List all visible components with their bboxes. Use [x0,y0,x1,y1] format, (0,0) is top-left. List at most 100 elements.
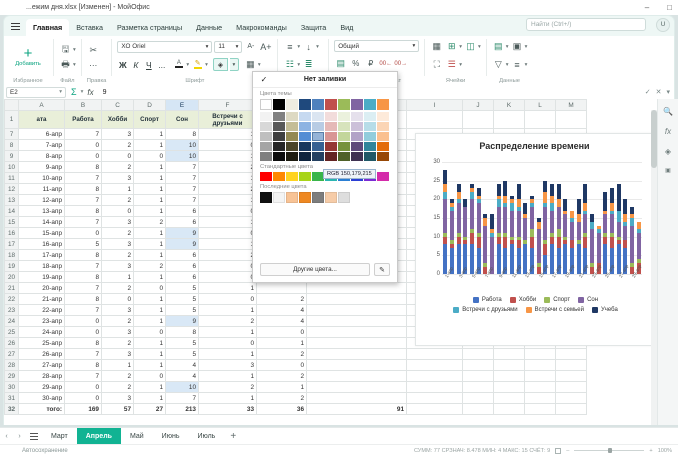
row-header[interactable]: 20 [4,271,19,283]
name-box[interactable]: E2 ▾ [6,86,66,98]
table-cell[interactable]: 169 [64,403,102,415]
sheet-tab-may[interactable]: Май [129,432,144,440]
table-cell[interactable]: 8 [165,128,199,140]
tab-vid[interactable]: Вид [340,23,354,32]
table-cell[interactable]: 1 [198,194,257,206]
table-cell[interactable]: 6 [165,260,199,272]
table-cell[interactable]: 2 [256,348,307,360]
table-cell[interactable]: 1 [133,161,166,173]
eyedropper-icon[interactable]: ✎ [374,263,390,276]
table-cell[interactable]: 27 [133,403,166,415]
table-cell[interactable]: 10 [165,139,199,151]
text-color-icon[interactable]: A [174,60,183,68]
italic-button[interactable]: К [133,59,139,70]
table-cell[interactable]: 1 [133,271,166,283]
legend-item[interactable]: Встречи с семьей [525,307,584,313]
table-cell[interactable]: 1 [256,337,307,349]
row-header[interactable]: 28 [4,359,19,371]
table-cell[interactable]: 7 [64,304,102,316]
table-cell[interactable]: 9 [165,315,199,327]
freeze-panes-icon[interactable]: ▦ [432,41,442,51]
accept-icon[interactable]: ✓ [644,89,651,96]
color-swatch[interactable] [312,142,324,151]
row-header[interactable]: 30 [4,381,19,393]
chart-bar[interactable] [469,184,475,274]
row-header[interactable]: 31 [4,392,19,404]
chart-bar[interactable] [456,184,461,274]
chart-bar[interactable] [616,184,621,274]
row-header[interactable]: 18 [4,249,19,261]
table-cell[interactable]: того: [18,403,65,415]
table-cell[interactable]: 7 [165,194,199,206]
cell-size-icon[interactable]: ⛶ [433,59,440,69]
table-row[interactable]: 28 27-апр 8 1 1 4 3 0 [4,359,587,371]
table-cell[interactable]: 1 [133,359,166,371]
formula-input[interactable]: 9 [102,88,107,96]
table-cell[interactable] [524,348,556,360]
no-fill-option[interactable]: ✓ Нет заливки [253,72,397,88]
table-cell[interactable] [493,381,525,393]
table-cell[interactable]: 6 [165,271,199,283]
table-cell[interactable]: 8 [64,337,102,349]
chart-bar[interactable] [476,188,481,274]
fx-icon[interactable]: fx [87,87,94,97]
color-swatch[interactable] [351,132,363,141]
table-cell[interactable]: 30-апр [18,392,65,404]
table-cell[interactable]: ата [18,110,65,129]
col-header-D[interactable]: D [133,99,166,111]
table-cell[interactable]: 5 [64,238,102,250]
table-cell[interactable]: 9 [165,238,199,250]
table-cell[interactable] [462,370,494,382]
chart-bar[interactable] [583,184,588,274]
font-more-icon[interactable]: ... [158,59,166,70]
more-colors-button[interactable]: Другие цвета... [260,263,370,276]
color-swatch[interactable] [364,152,376,161]
macro-icon[interactable]: ▣ [665,168,671,174]
chart-bar[interactable] [556,184,561,274]
table-cell[interactable] [493,348,525,360]
bold-button[interactable]: Ж [119,59,127,70]
chart-bar[interactable] [523,203,528,274]
delete-cells-icon[interactable]: ☰ [447,59,456,69]
table-cell[interactable]: 4 [256,315,307,327]
color-swatch[interactable] [338,122,350,131]
table-cell[interactable]: 8 [64,161,102,173]
table-cell[interactable]: 0 [64,326,102,338]
table-cell[interactable]: 8 [64,183,102,195]
chart-bar[interactable] [636,221,641,274]
row-header[interactable]: 7 [4,128,19,140]
table-row-total[interactable]: 32 того: 169 57 27 213 33 36 91 [4,403,587,415]
table-row[interactable]: 27 26-апр 7 3 1 5 1 2 [4,348,587,360]
chevron-down-icon[interactable]: ▾ [73,47,76,53]
table-cell[interactable]: 29-апр [18,381,65,393]
table-cell[interactable]: 2 [198,183,257,195]
chart-bar[interactable] [623,199,628,274]
row-header[interactable]: 23 [4,304,19,316]
color-swatch[interactable] [338,192,350,203]
table-cell[interactable] [306,315,407,327]
col-header-C[interactable]: C [101,99,134,111]
color-swatch[interactable] [351,112,363,121]
table-cell[interactable]: 9 [165,227,199,239]
table-cell[interactable]: 4 [165,370,199,382]
font-grow-icon[interactable]: A+ [260,41,272,52]
row-header[interactable]: 25 [4,326,19,338]
theme-tint-row[interactable] [253,152,397,161]
sort-icon[interactable]: ≡ [514,59,520,70]
select-all-corner[interactable] [4,99,19,111]
color-swatch[interactable] [260,142,272,151]
chart-bar[interactable] [629,206,635,274]
table-cell[interactable] [406,381,463,393]
zoom-in-icon[interactable]: + [649,447,653,454]
color-swatch[interactable] [312,112,324,121]
table-cell[interactable] [555,370,587,382]
tab-zashchita[interactable]: Защита [300,23,327,32]
table-cell[interactable]: 0 [64,227,102,239]
table-cell[interactable] [493,359,525,371]
table-cell[interactable]: 1 [198,370,257,382]
table-cell[interactable]: 2 [101,370,134,382]
color-swatch[interactable] [299,99,311,110]
chart-bar[interactable] [489,214,495,274]
color-swatch[interactable] [312,192,324,203]
table-cell[interactable] [306,359,407,371]
